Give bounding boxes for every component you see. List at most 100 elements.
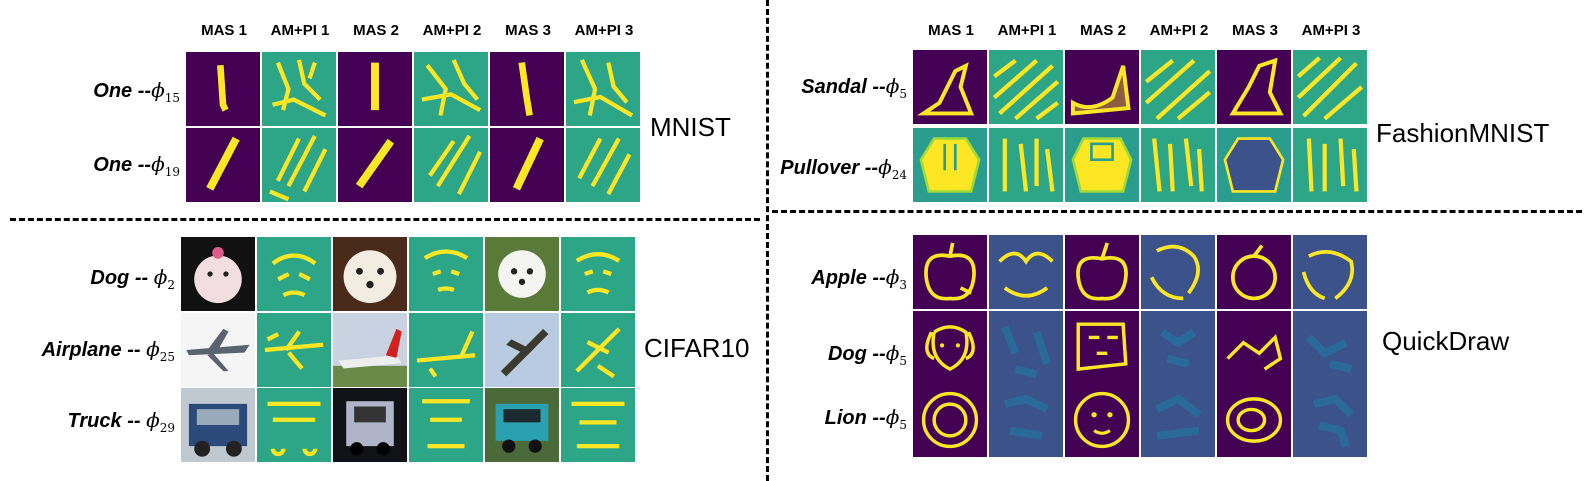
mas-3-tile xyxy=(1217,50,1291,124)
ampi-1-tile xyxy=(257,237,331,311)
ampi-1-tile xyxy=(257,313,331,387)
mas-2-tile xyxy=(1065,235,1139,309)
mas-3-tile xyxy=(1217,128,1291,202)
panel-fashionmnist: MAS 1 AM+PI 1 MAS 2 AM+PI 2 MAS 3 AM+PI … xyxy=(770,0,1587,210)
header-ampi-3: AM+PI 3 xyxy=(1301,22,1361,39)
image-row xyxy=(181,313,635,387)
row-label: Sandal --ϕ5 xyxy=(801,74,907,101)
mas-3-tile xyxy=(485,313,559,387)
mas-3-tile xyxy=(485,388,559,462)
row-label: One --ϕ15 xyxy=(93,78,180,105)
mas-1-tile xyxy=(913,50,987,124)
mas-3-tile xyxy=(490,128,564,202)
ampi-3-tile xyxy=(566,52,640,126)
mas-1-tile xyxy=(913,235,987,309)
ampi-3-tile xyxy=(1293,50,1367,124)
row-label: One --ϕ19 xyxy=(93,152,180,179)
ampi-3-tile xyxy=(1293,235,1367,309)
ampi-1-tile xyxy=(989,128,1063,202)
header-ampi-1: AM+PI 1 xyxy=(997,22,1057,39)
header-mas-1: MAS 1 xyxy=(928,22,974,39)
image-row xyxy=(181,237,635,311)
ampi-1-tile xyxy=(989,235,1063,309)
dataset-label: MNIST xyxy=(650,112,731,142)
mas-3-tile xyxy=(490,52,564,126)
mas-3-tile xyxy=(1217,383,1291,457)
mas-2-tile xyxy=(1065,50,1139,124)
ampi-2-tile xyxy=(414,128,488,202)
mas-2-tile xyxy=(338,128,412,202)
tile-strip xyxy=(913,50,1367,124)
tile-strip xyxy=(913,383,1367,457)
ampi-2-tile xyxy=(1141,383,1215,457)
ampi-2-tile xyxy=(409,313,483,387)
mas-3-tile xyxy=(1217,311,1291,385)
mas-1-tile xyxy=(181,313,255,387)
mas-1-tile xyxy=(181,388,255,462)
mas-1-tile xyxy=(186,52,260,126)
ampi-1-tile xyxy=(989,311,1063,385)
mas-2-tile xyxy=(1065,128,1139,202)
tile-strip xyxy=(181,313,635,387)
mas-3-tile xyxy=(485,237,559,311)
ampi-2-tile xyxy=(1141,50,1215,124)
row-label: Apple --ϕ3 xyxy=(811,265,907,292)
ampi-3-tile xyxy=(561,237,635,311)
row-label: Lion --ϕ5 xyxy=(824,405,907,432)
image-row xyxy=(186,128,640,202)
ampi-1-tile xyxy=(262,128,336,202)
ampi-1-tile xyxy=(989,383,1063,457)
header-mas-1: MAS 1 xyxy=(201,22,247,39)
ampi-3-tile xyxy=(1293,128,1367,202)
dataset-label: FashionMNIST xyxy=(1376,118,1550,148)
dataset-label: CIFAR10 xyxy=(644,333,750,363)
horizontal-divider-left xyxy=(10,218,760,221)
image-row xyxy=(181,388,635,462)
ampi-2-tile xyxy=(1141,311,1215,385)
header-mas-3: MAS 3 xyxy=(1232,22,1278,39)
row-label: Dog --ϕ5 xyxy=(827,341,907,368)
mas-1-tile xyxy=(913,128,987,202)
dataset-label: QuickDraw xyxy=(1382,326,1510,356)
column-headers: MAS 1 AM+PI 1 MAS 2 AM+PI 2 MAS 3 AM+PI … xyxy=(186,22,642,39)
image-row xyxy=(186,52,640,126)
vertical-divider xyxy=(766,0,769,481)
ampi-1-tile xyxy=(989,50,1063,124)
row-class-name: One xyxy=(93,80,133,102)
mas-1-tile xyxy=(186,128,260,202)
header-ampi-2: AM+PI 2 xyxy=(422,22,482,39)
mas-2-tile xyxy=(338,52,412,126)
mas-2-tile xyxy=(333,313,407,387)
tile-strip xyxy=(186,128,640,202)
ampi-3-tile xyxy=(1293,383,1367,457)
tile-strip xyxy=(913,128,1367,202)
row-label: Truck -- ϕ29 xyxy=(67,408,175,435)
panel-mnist: MAS 1 AM+PI 1 MAS 2 AM+PI 2 MAS 3 AM+PI … xyxy=(0,0,760,215)
ampi-3-tile xyxy=(561,388,635,462)
mas-1-tile xyxy=(181,237,255,311)
column-headers: MAS 1 AM+PI 1 MAS 2 AM+PI 2 MAS 3 AM+PI … xyxy=(913,22,1369,39)
ampi-2-tile xyxy=(409,388,483,462)
panel-cifar10: Dog -- ϕ2 Airplane -- ϕ25 Truck -- ϕ29 C… xyxy=(0,225,760,481)
row-label: Airplane -- ϕ25 xyxy=(41,337,175,364)
header-mas-2: MAS 2 xyxy=(353,22,399,39)
image-row xyxy=(913,50,1367,124)
image-row xyxy=(913,311,1367,385)
tile-strip xyxy=(181,388,635,462)
ampi-3-tile xyxy=(561,313,635,387)
header-ampi-3: AM+PI 2 xyxy=(1149,22,1209,39)
mas-2-tile xyxy=(1065,383,1139,457)
header-mas-2: MAS 2 xyxy=(1080,22,1126,39)
tile-strip xyxy=(913,235,1367,309)
row-label: Dog -- ϕ2 xyxy=(90,265,175,292)
tile-strip xyxy=(186,52,640,126)
ampi-1-tile xyxy=(257,388,331,462)
mas-1-tile xyxy=(913,311,987,385)
ampi-2-tile xyxy=(414,52,488,126)
image-row xyxy=(913,128,1367,202)
mas-2-tile xyxy=(1065,311,1139,385)
header-mas-3: MAS 3 xyxy=(505,22,551,39)
header-ampi-3: AM+PI 3 xyxy=(574,22,634,39)
mas-3-tile xyxy=(1217,235,1291,309)
ampi-2-tile xyxy=(409,237,483,311)
